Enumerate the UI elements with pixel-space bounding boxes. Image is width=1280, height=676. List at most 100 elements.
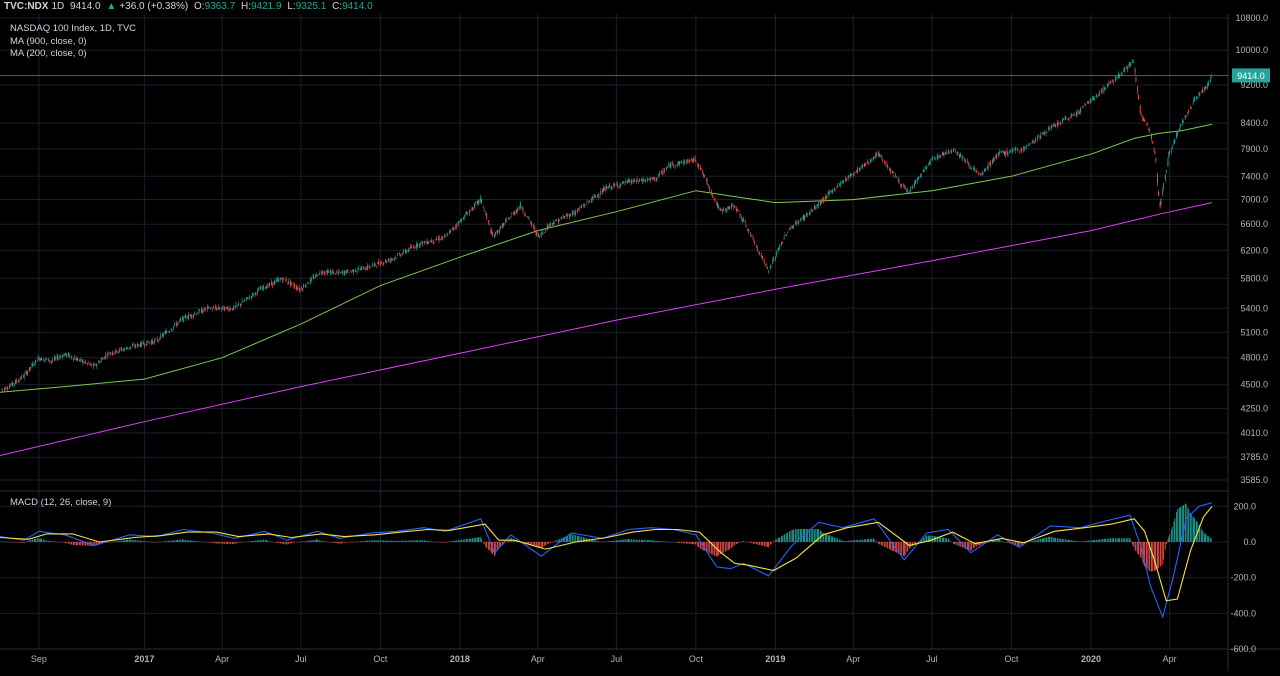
candle-body bbox=[428, 241, 430, 243]
macd-histogram-bar bbox=[266, 540, 268, 542]
candle bbox=[141, 341, 143, 347]
candle-body bbox=[563, 216, 565, 219]
macd-histogram-bar bbox=[380, 540, 382, 542]
candle bbox=[606, 185, 608, 189]
macd-histogram-bar bbox=[530, 541, 532, 546]
macd-histogram-bar bbox=[428, 541, 430, 542]
candle-body bbox=[647, 179, 649, 181]
candle-body bbox=[304, 285, 306, 287]
candle bbox=[767, 266, 769, 270]
candle-body bbox=[986, 166, 988, 168]
macd-histogram-bar bbox=[59, 541, 61, 543]
macd-histogram-bar bbox=[764, 541, 766, 547]
macd-histogram-bar bbox=[570, 534, 572, 542]
legend-ma200[interactable]: MA (200, close, 0) bbox=[10, 48, 87, 59]
candle-body bbox=[271, 282, 273, 286]
candle bbox=[533, 225, 535, 233]
macd-histogram-bar bbox=[249, 541, 251, 542]
candle-body bbox=[761, 255, 763, 258]
macd-histogram-bar bbox=[204, 541, 206, 543]
candle bbox=[218, 304, 220, 310]
candle bbox=[449, 229, 451, 234]
candle bbox=[73, 355, 75, 360]
candle-body bbox=[1095, 95, 1097, 97]
candle bbox=[377, 262, 379, 264]
candle bbox=[642, 177, 644, 183]
candle bbox=[816, 204, 818, 210]
candle bbox=[852, 173, 854, 178]
candle bbox=[848, 174, 850, 179]
macd-histogram-bar bbox=[536, 541, 538, 548]
candle bbox=[453, 227, 455, 232]
candle bbox=[728, 206, 730, 209]
candle bbox=[349, 269, 351, 272]
candle-body bbox=[570, 215, 572, 217]
candle bbox=[187, 315, 189, 320]
candle bbox=[581, 204, 583, 209]
macd-histogram-bar bbox=[833, 537, 835, 542]
macd-histogram-bar bbox=[308, 540, 310, 542]
candle bbox=[984, 168, 986, 172]
candle bbox=[609, 182, 610, 188]
candle-body bbox=[1050, 126, 1052, 130]
candle-body bbox=[199, 309, 201, 311]
candle-body bbox=[1167, 158, 1169, 167]
candle bbox=[157, 339, 159, 343]
candle-body bbox=[809, 211, 811, 214]
macd-histogram-bar bbox=[639, 539, 641, 542]
candle bbox=[499, 227, 501, 235]
macd-histogram-bar bbox=[259, 540, 261, 542]
macd-histogram-bar bbox=[804, 528, 806, 542]
legend-ma900[interactable]: MA (900, close, 0) bbox=[10, 35, 87, 47]
macd-histogram-bar bbox=[591, 539, 593, 542]
candle bbox=[985, 167, 986, 172]
candle-body bbox=[466, 212, 468, 214]
candle bbox=[627, 179, 629, 185]
candle-body bbox=[180, 319, 182, 321]
candle-body bbox=[873, 156, 875, 159]
macd-histogram-bar bbox=[1180, 506, 1182, 542]
macd-histogram-bar bbox=[1036, 539, 1038, 542]
candle-body bbox=[352, 269, 354, 271]
candle bbox=[845, 177, 847, 182]
candle-body bbox=[388, 259, 390, 262]
candle bbox=[787, 231, 788, 234]
candle-body bbox=[695, 160, 697, 162]
candle-body bbox=[1188, 111, 1190, 112]
price-tick-2: 9200.0 bbox=[1240, 80, 1268, 90]
macd-histogram-bar bbox=[341, 541, 343, 544]
macd-histogram-bar bbox=[780, 536, 782, 542]
candle-body bbox=[260, 286, 262, 290]
candle bbox=[184, 314, 186, 319]
candle-body bbox=[527, 216, 529, 218]
macd-histogram-bar bbox=[729, 541, 731, 550]
candle-body bbox=[57, 356, 59, 360]
candle-body bbox=[524, 213, 526, 216]
macd-histogram-bar bbox=[40, 538, 42, 542]
candle bbox=[660, 170, 662, 175]
candle-body bbox=[507, 217, 509, 219]
legend-title[interactable]: NASDAQ 100 Index, 1D, TVC bbox=[10, 23, 137, 34]
macd-histogram-bar bbox=[469, 538, 471, 542]
candle-body bbox=[1202, 89, 1203, 93]
candle bbox=[544, 232, 546, 234]
macd-histogram-bar bbox=[338, 541, 340, 544]
macd-histogram-bar bbox=[47, 540, 49, 542]
candle-body bbox=[443, 235, 445, 237]
macd-legend[interactable]: MACD (12, 26, close, 9) bbox=[10, 497, 112, 508]
candle-body bbox=[906, 190, 908, 192]
candle-body bbox=[392, 259, 393, 260]
candle-body bbox=[602, 188, 604, 192]
macd-histogram-bar bbox=[876, 541, 878, 543]
candle bbox=[563, 214, 565, 219]
macd-histogram-bar bbox=[839, 539, 841, 542]
macd-histogram-bar bbox=[596, 540, 598, 542]
candle-body bbox=[469, 209, 471, 211]
candle bbox=[379, 261, 381, 267]
candle-body bbox=[658, 174, 660, 178]
candle bbox=[859, 166, 861, 171]
candle bbox=[447, 232, 449, 237]
candle-body bbox=[784, 234, 786, 237]
